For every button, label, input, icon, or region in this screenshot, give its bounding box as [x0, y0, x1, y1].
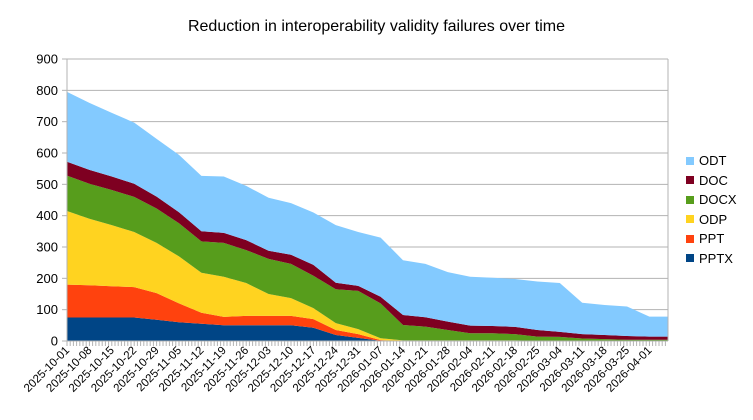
legend-label: PPTX	[699, 250, 733, 266]
chart-title: Reduction in interoperability validity f…	[187, 18, 566, 35]
y-tick-label: 600	[36, 146, 58, 161]
legend-swatch	[686, 176, 694, 185]
legend-item-odp: ODP	[686, 210, 737, 230]
area-odt	[67, 91, 668, 337]
y-tick-label: 900	[36, 52, 58, 67]
y-tick-label: 0	[51, 334, 58, 349]
legend-item-doc: DOC	[686, 171, 737, 191]
stacked-areas	[67, 91, 668, 341]
y-tick-label: 300	[36, 240, 58, 255]
legend-swatch	[686, 195, 694, 204]
legend-label: ODP	[699, 211, 728, 227]
legend-label: ODT	[699, 153, 727, 169]
legend-label: DOCX	[699, 192, 737, 208]
y-tick-label: 400	[36, 208, 58, 223]
legend-item-pptx: PPTX	[686, 249, 737, 269]
x-axis-ticks: 2025-10-012025-10-082025-10-152025-10-22…	[22, 341, 666, 395]
y-axis-ticks: 0 100 200 300 400 500 600 700 800 900	[36, 52, 67, 349]
legend-label: PPT	[699, 231, 725, 247]
legend: ODT DOC DOCX ODP PPT PPTX	[686, 151, 737, 268]
y-tick-label: 800	[36, 83, 58, 98]
area-odp	[67, 211, 668, 341]
y-tick-label: 100	[36, 302, 58, 317]
legend-item-docx: DOCX	[686, 190, 737, 210]
y-tick-label: 500	[36, 177, 58, 192]
legend-label: DOC	[699, 172, 728, 188]
legend-swatch	[686, 156, 694, 165]
legend-swatch	[686, 215, 694, 224]
legend-item-ppt: PPT	[686, 229, 737, 249]
legend-swatch	[686, 254, 694, 263]
area-docx	[67, 175, 668, 341]
legend-swatch	[686, 234, 694, 243]
legend-item-odt: ODT	[686, 151, 737, 171]
y-tick-label: 700	[36, 114, 58, 129]
y-tick-label: 200	[36, 271, 58, 286]
area-pptx	[67, 317, 668, 341]
area-ppt	[67, 284, 668, 341]
